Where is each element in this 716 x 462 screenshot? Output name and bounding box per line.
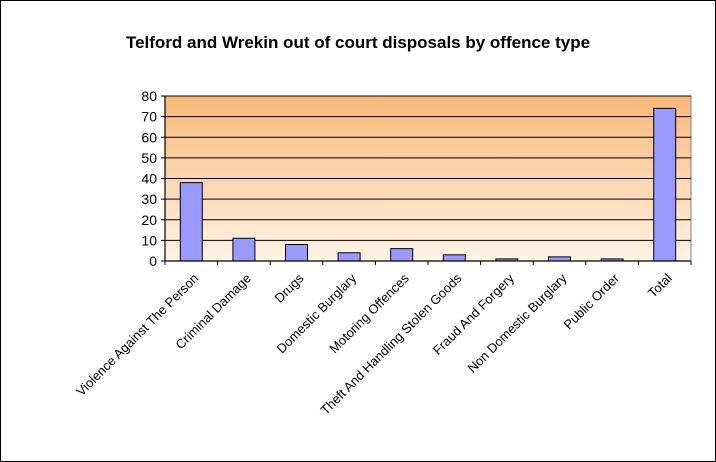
y-tick-label: 20 [141, 212, 157, 228]
bar [653, 107, 677, 262]
y-tick-label: 60 [141, 129, 157, 145]
bar [337, 252, 361, 262]
x-tick-label: Non Domestic Burglary [465, 270, 570, 375]
bar [548, 256, 571, 262]
bars [179, 107, 677, 262]
y-tick-label: 70 [141, 109, 157, 125]
y-axis-ticks: 0 10 20 30 40 50 60 70 80 [141, 88, 165, 269]
y-tick-label: 30 [141, 191, 157, 207]
y-tick-label: 80 [141, 88, 157, 104]
bar [179, 182, 203, 262]
x-tick-label: Total [645, 270, 675, 300]
y-tick-label: 0 [149, 253, 157, 269]
bar [390, 248, 414, 262]
chart-title: Telford and Wrekin out of court disposal… [126, 33, 590, 52]
bar [285, 244, 308, 262]
x-tick-label: Public Order [561, 270, 623, 332]
bar [232, 237, 256, 262]
y-tick-label: 50 [141, 150, 157, 166]
y-tick-label: 40 [141, 171, 157, 187]
x-tick-label: Drugs [271, 270, 306, 305]
bar [442, 254, 466, 262]
y-tick-label: 10 [141, 232, 157, 248]
